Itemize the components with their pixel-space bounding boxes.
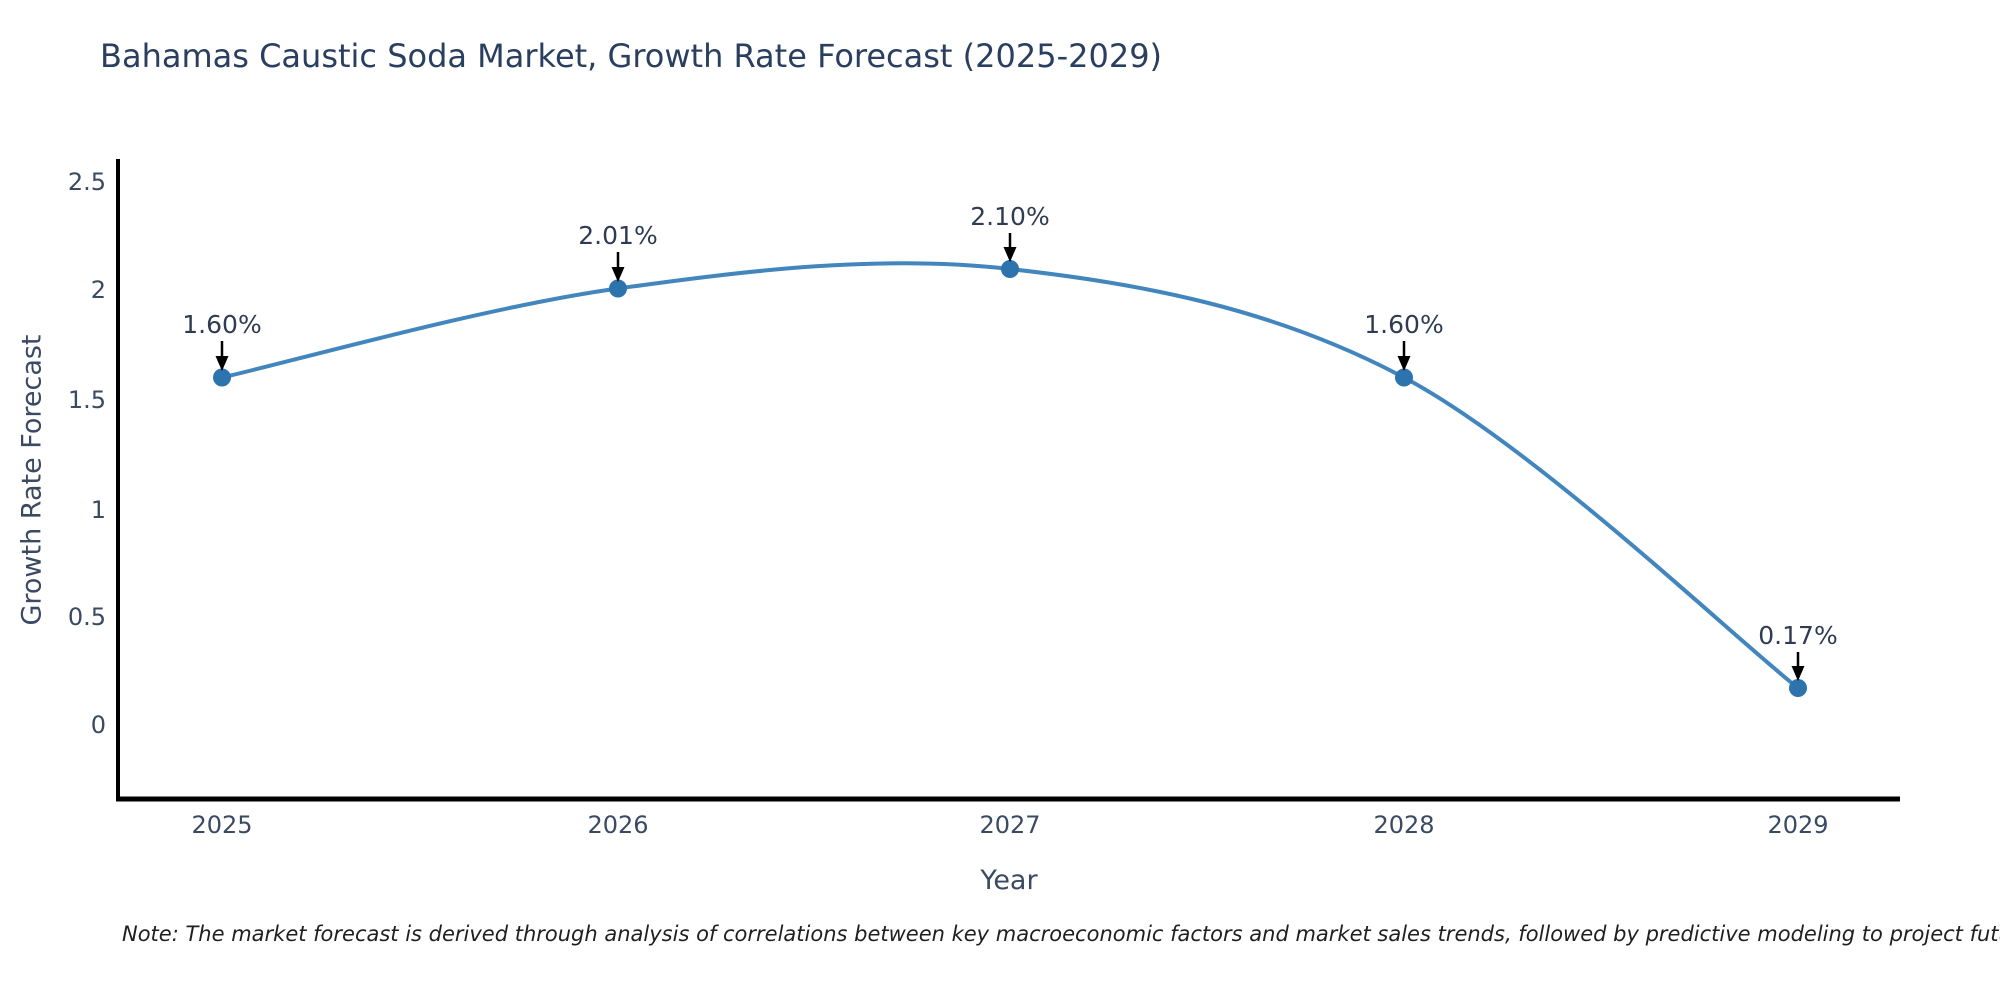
annotation-label-2029: 0.17% bbox=[1758, 621, 1837, 650]
data-point-2027 bbox=[1001, 260, 1019, 278]
trend-line bbox=[220, 261, 1800, 690]
x-axis-title: Year bbox=[979, 865, 1038, 896]
x-tick-2029: 2029 bbox=[1767, 811, 1828, 839]
annotation-arrowhead-2028 bbox=[1397, 356, 1411, 371]
annotation-label-2028: 1.60% bbox=[1364, 310, 1443, 339]
x-tick-2027: 2027 bbox=[979, 811, 1040, 839]
annotation-label-2026: 2.01% bbox=[578, 221, 657, 250]
annotation-label-2025: 1.60% bbox=[182, 310, 261, 339]
annotation-2027: 2.10% bbox=[970, 202, 1050, 262]
annotation-arrowhead-2025 bbox=[215, 356, 229, 371]
y-tick-1: 1 bbox=[91, 496, 106, 524]
data-point-2028 bbox=[1395, 368, 1413, 387]
chart-title: Bahamas Caustic Soda Market, Growth Rate… bbox=[100, 37, 1162, 75]
y-tick-1-5: 1.5 bbox=[68, 386, 106, 414]
annotation-arrowhead-2027 bbox=[1003, 247, 1017, 262]
data-point-2029 bbox=[1789, 679, 1807, 697]
x-tick-2026: 2026 bbox=[587, 811, 648, 839]
annotation-2026: 2.01% bbox=[578, 221, 658, 282]
annotation-label-2027: 2.10% bbox=[970, 202, 1049, 231]
x-tick-2028: 2028 bbox=[1373, 811, 1434, 839]
y-tick-0: 0 bbox=[91, 711, 106, 739]
data-point-2026 bbox=[609, 279, 627, 298]
y-tick-2: 2 bbox=[91, 276, 106, 304]
annotation-arrowhead-2026 bbox=[611, 267, 625, 282]
y-tick-2-5: 2.5 bbox=[68, 168, 106, 196]
data-point-2025 bbox=[213, 368, 231, 387]
annotation-arrowhead-2029 bbox=[1791, 666, 1805, 681]
x-tick-2025: 2025 bbox=[191, 811, 252, 839]
annotation-2029: 0.17% bbox=[1758, 621, 1838, 681]
y-axis-title: Growth Rate Forecast bbox=[17, 334, 48, 625]
annotation-2025: 1.60% bbox=[182, 310, 262, 371]
y-tick-0-5: 0.5 bbox=[68, 603, 106, 631]
annotation-2028: 1.60% bbox=[1364, 310, 1444, 371]
footnote: Note: The market forecast is derived thr… bbox=[122, 922, 2000, 946]
